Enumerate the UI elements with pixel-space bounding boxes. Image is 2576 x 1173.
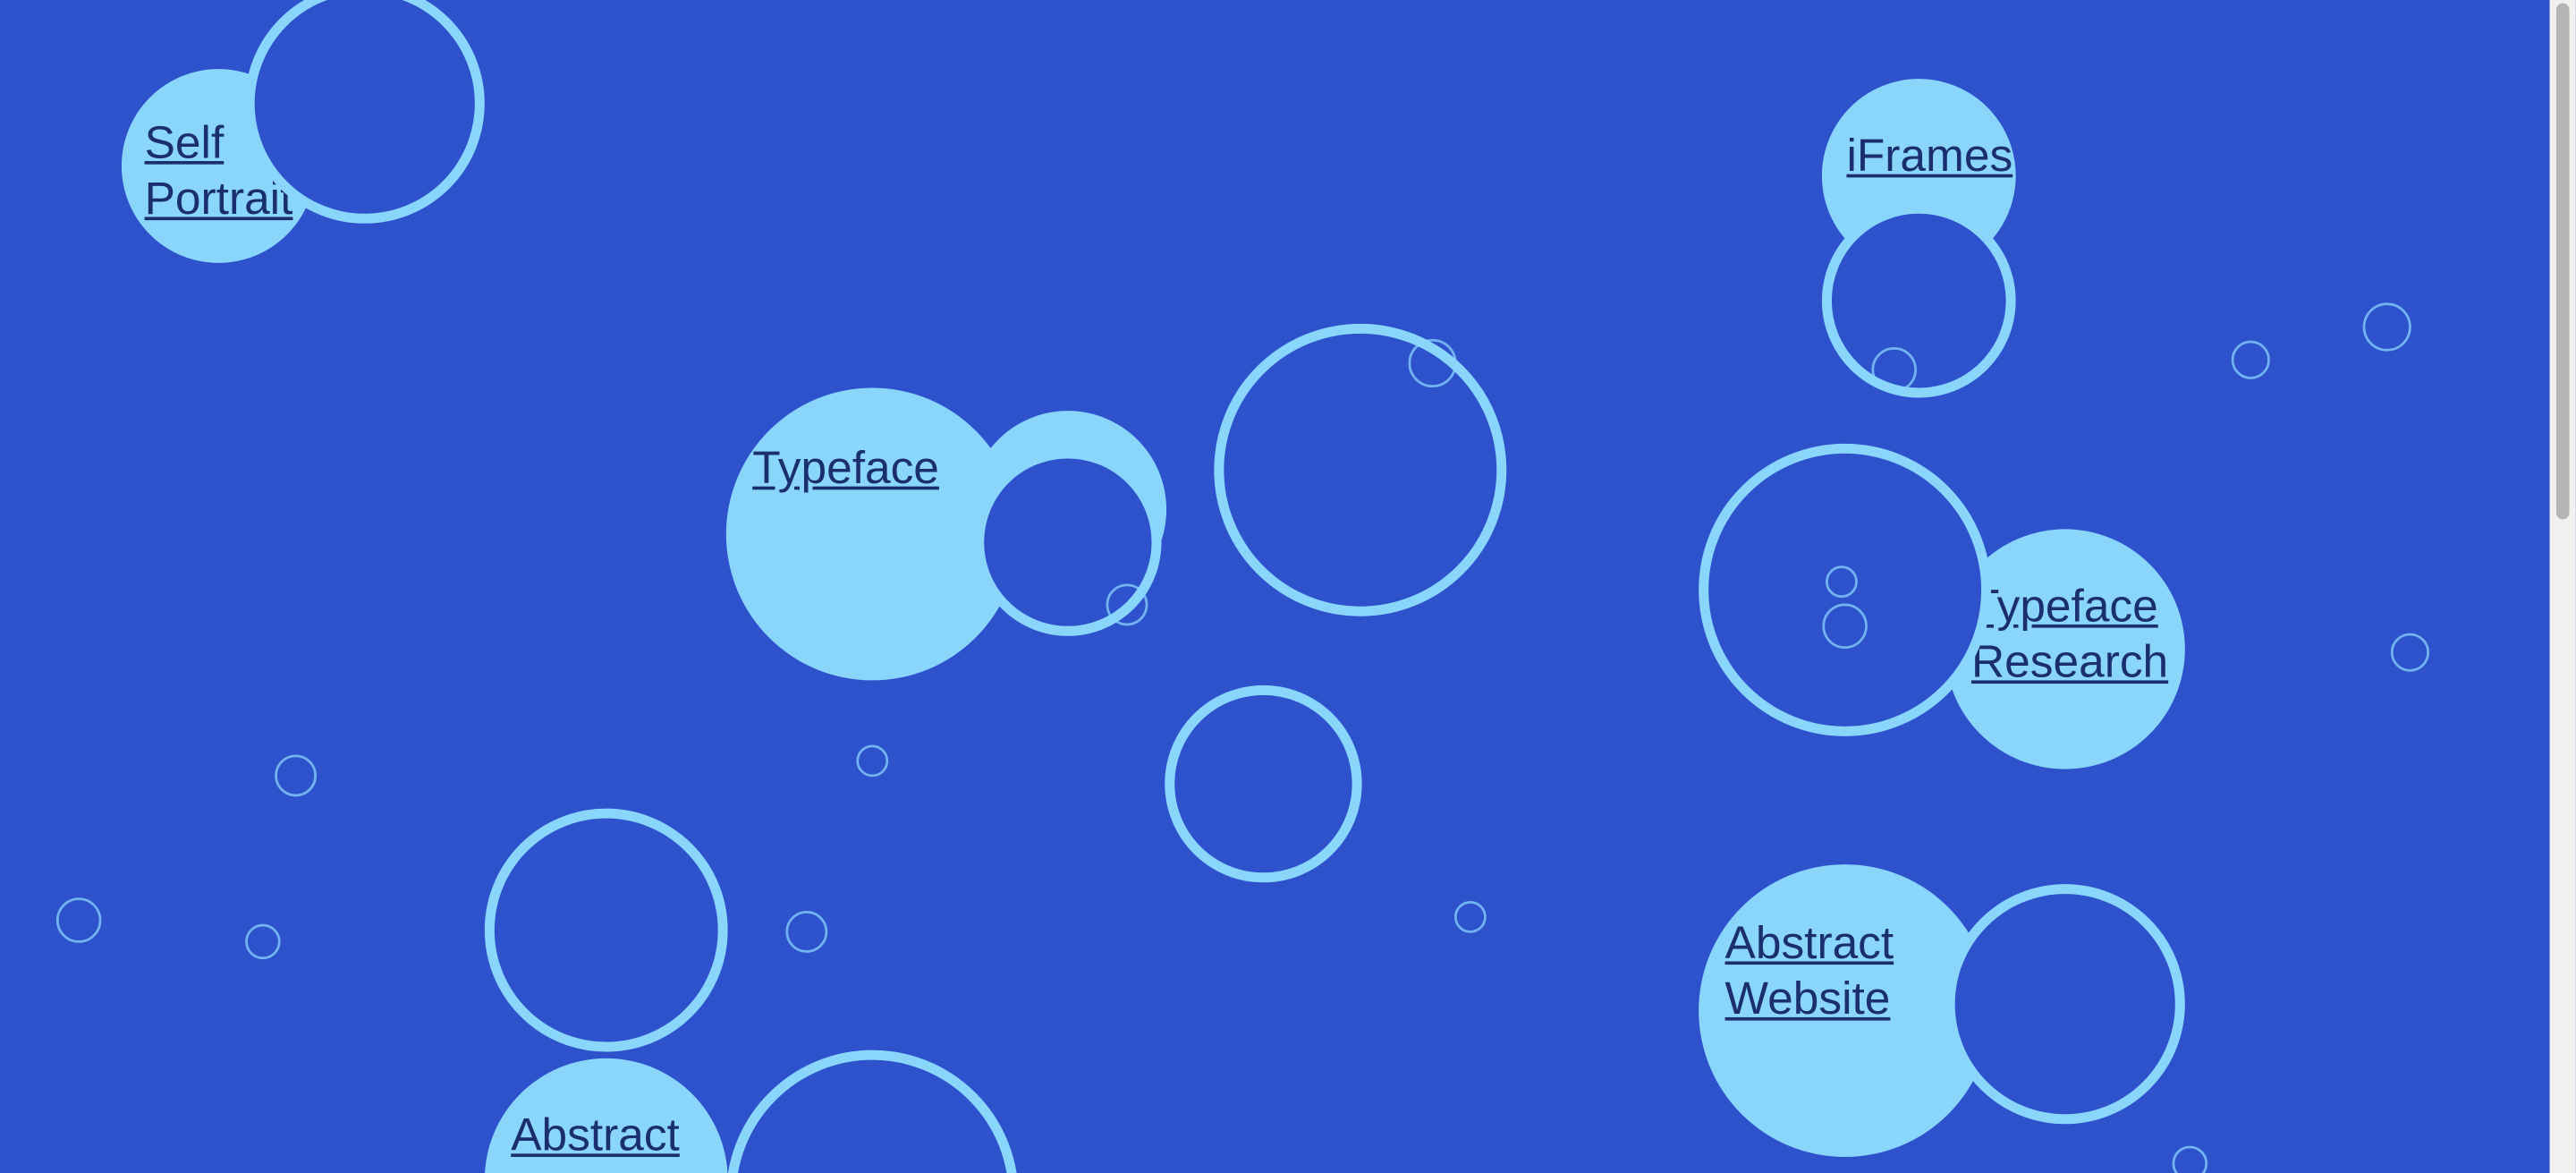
link[interactable]: Typeface bbox=[752, 442, 939, 494]
blob bbox=[1699, 864, 1992, 1158]
link[interactable]: Abstract Website bbox=[1724, 916, 1894, 1024]
blob bbox=[969, 411, 1167, 608]
link[interactable]: Abstract Website bbox=[511, 1109, 680, 1173]
blob bbox=[1945, 529, 2185, 769]
blob bbox=[725, 387, 1019, 681]
link[interactable]: Typeface Research bbox=[1971, 580, 2169, 687]
blob bbox=[485, 1058, 728, 1173]
link[interactable]: iFrames bbox=[1846, 130, 2013, 182]
link[interactable]: Self Portrait bbox=[144, 116, 293, 224]
